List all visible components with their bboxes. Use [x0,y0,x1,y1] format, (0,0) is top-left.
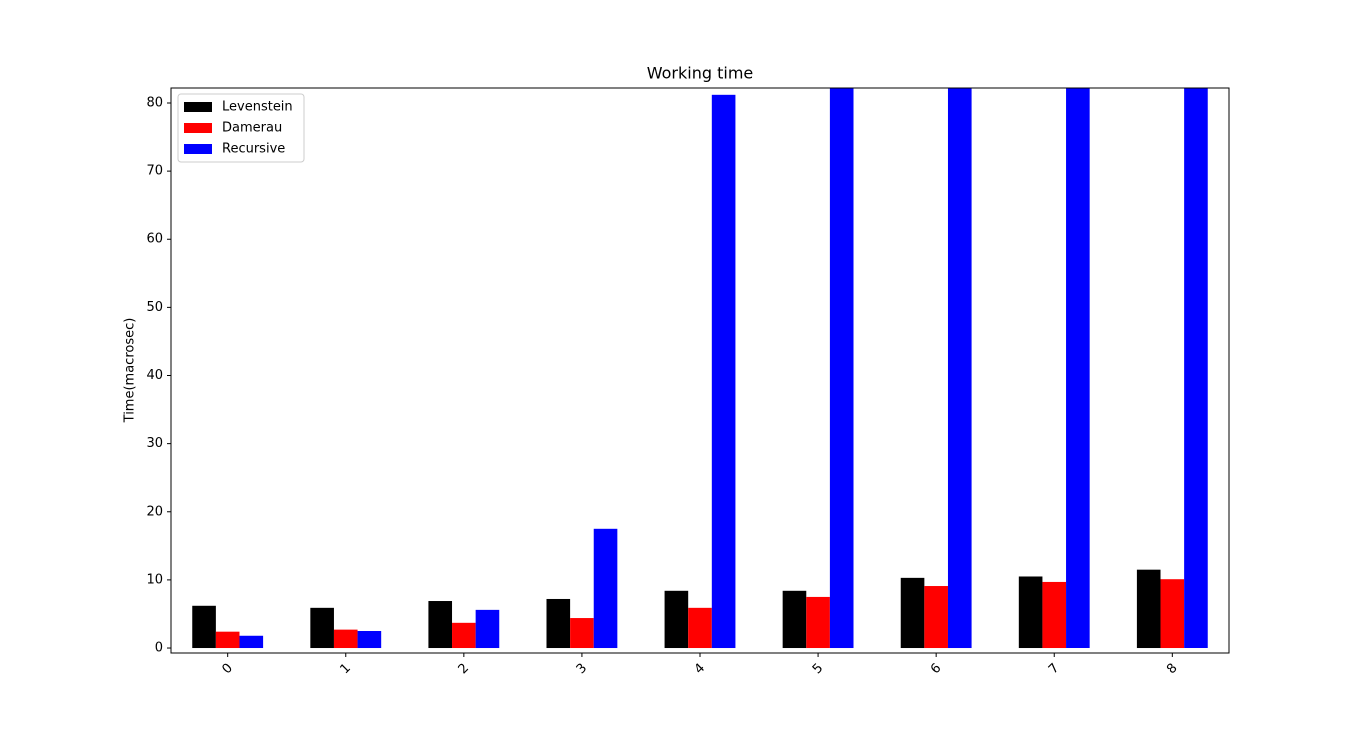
y-tick-label: 70 [146,164,163,179]
legend-swatch [184,102,212,112]
plot-area [192,88,1208,649]
bar [1184,88,1208,649]
x-tick-label: 7 [1046,661,1062,677]
bar [1136,569,1161,649]
bar [546,598,571,649]
x-tick-label: 3 [574,661,590,677]
x-tick-label: 6 [928,661,944,677]
y-tick-label: 40 [146,368,163,383]
x-tick-label: 1 [338,661,354,677]
x-tick-label: 4 [692,661,708,677]
bar [452,622,476,649]
bar [829,88,854,649]
x-tick-label: 0 [219,661,235,677]
y-tick-label: 20 [146,504,163,519]
bar [333,629,358,649]
x-tick-label: 8 [1164,661,1180,677]
legend-label: Levenstein [222,100,293,115]
y-tick-label: 10 [146,572,163,587]
bar [806,596,830,649]
bar [1018,576,1043,649]
legend-label: Damerau [222,121,282,136]
bar [688,607,712,649]
bar [192,605,216,649]
bar [570,618,594,649]
bar [947,88,972,649]
chart-title: Working time [647,64,754,83]
bar [1160,579,1185,649]
bar [782,590,807,649]
y-tick-label: 60 [146,232,163,247]
bar [215,631,240,649]
bar [428,601,453,649]
y-tick-label: 80 [146,95,163,110]
y-tick-label: 50 [146,300,163,315]
y-tick-label: 0 [155,641,163,656]
bar [924,586,948,649]
bar [664,590,689,649]
legend-swatch [184,123,212,133]
bar [357,630,382,649]
legend-label: Recursive [222,142,285,157]
x-tick-label: 2 [456,661,472,677]
bar [310,607,334,649]
bar [1066,88,1090,649]
bar [1042,581,1067,649]
y-axis-label: Time(macrosec) [123,318,138,424]
bar [475,609,500,649]
y-tick-label: 30 [146,436,163,451]
bar [239,635,264,649]
bar [711,94,736,649]
bar [593,528,618,649]
x-tick-label: 5 [810,661,826,677]
bar [900,577,925,649]
legend-swatch [184,144,212,154]
